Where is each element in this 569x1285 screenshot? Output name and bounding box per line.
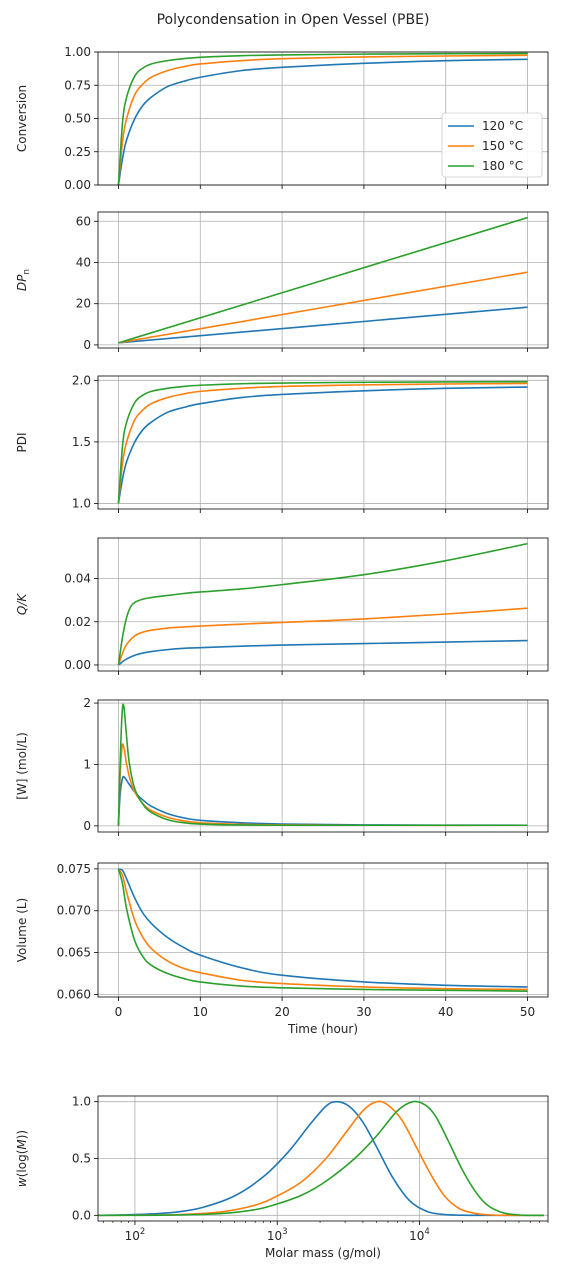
series-line-dpn-1	[118, 271, 528, 344]
series-line-volume-2	[117, 868, 528, 992]
series-line-qk-2	[117, 542, 528, 666]
legend-entry: 150 °C	[482, 139, 523, 153]
y-tick-label: 0.5	[72, 1152, 91, 1166]
x-tick-exponent: 2	[140, 1227, 145, 1237]
y-tick-label: 0.04	[64, 572, 91, 586]
series-line-pdi-0	[117, 386, 528, 504]
y-tick-label: 2	[83, 696, 91, 710]
y-tick-label: 0.50	[64, 112, 91, 126]
y-axis-label-qk: Q/K	[15, 593, 29, 615]
axes-volume: 0.060 0.065 0.070 0.075 0 10 20 30 40 50 Volume (L…	[15, 862, 549, 1036]
y-axis-label-mwd: w(log(M))	[15, 1130, 29, 1187]
y-label-part: M	[15, 1139, 29, 1150]
series-line-conversion-1	[117, 54, 528, 186]
y-axis-label-main: Q/K	[15, 593, 29, 615]
y-tick-label: 0.25	[64, 145, 91, 159]
y-tick-label: 0.02	[64, 615, 91, 629]
series-line-mwd-1	[97, 1100, 545, 1217]
axes-frame	[97, 211, 549, 349]
axes-water: 0 1 2 [W] (mol/L)	[15, 696, 549, 836]
y-label-part: w	[15, 1177, 29, 1187]
y-label-part: ))	[15, 1130, 29, 1139]
y-axis-label-water: [W] (mol/L)	[15, 732, 29, 800]
x-tick-exponent: 4	[424, 1227, 429, 1237]
axes-pdi: 1.0 1.5 2.0 PDI	[15, 373, 549, 513]
figure-title: Polycondensation in Open Vessel (PBE)	[157, 12, 430, 28]
x-tick-label: 0	[115, 1005, 123, 1019]
y-axis-label-conversion: Conversion	[15, 85, 29, 152]
legend-entry: 120 °C	[482, 119, 523, 133]
y-axis-label-subscript: n	[22, 269, 32, 275]
x-tick-label: 30	[356, 1005, 371, 1019]
series-line-pdi-2	[117, 380, 528, 504]
axes-conversion: 0.00 0.25 0.50 0.75 1.00 Conversion 120 °C 150 …	[15, 45, 549, 192]
axes-dpn: 0 20 40 60 DPn	[15, 211, 549, 352]
y-tick-label: 1.5	[72, 435, 91, 449]
series-line-water-2	[117, 703, 528, 827]
x-tick-label: 20	[274, 1005, 289, 1019]
series-line-volume-1	[117, 868, 528, 991]
x-axis-label-mwd: Molar mass (g/mol)	[265, 1246, 381, 1260]
y-axis-label-pdi: PDI	[15, 432, 29, 452]
y-tick-label: 1	[83, 757, 91, 771]
y-axis-label-volume: Volume (L)	[15, 898, 29, 963]
y-tick-label: 0.070	[57, 904, 91, 918]
y-tick-label: 0.75	[64, 78, 91, 92]
y-tick-label: 20	[76, 297, 91, 311]
series-line-conversion-0	[117, 58, 528, 186]
axes-frame	[97, 699, 549, 833]
series-line-volume-0	[118, 868, 528, 988]
y-tick-label: 1.00	[64, 45, 91, 59]
series-line-mwd-0	[97, 1100, 545, 1217]
axes-frame	[97, 537, 549, 672]
legend-entry: 180 °C	[482, 159, 523, 173]
legend-box	[441, 112, 543, 178]
y-tick-label: 0	[83, 338, 91, 352]
series-line-mwd-2	[97, 1100, 545, 1217]
series-line-qk-1	[117, 607, 528, 666]
y-tick-label: 0.00	[64, 178, 91, 192]
y-tick-label: 0.060	[57, 987, 91, 1001]
y-tick-label: 0.0	[72, 1208, 91, 1222]
y-tick-label: 0.00	[64, 658, 91, 672]
series-line-pdi-1	[117, 382, 528, 504]
y-tick-label: 0.065	[57, 946, 91, 960]
axes-frame	[97, 375, 549, 510]
x-tick-label: 10	[193, 1005, 208, 1019]
y-label-part: (log(	[15, 1150, 29, 1178]
y-tick-label: 0	[83, 819, 91, 833]
series-line-dpn-0	[118, 306, 528, 344]
x-tick-label: 40	[438, 1005, 453, 1019]
x-tick-exponent: 3	[282, 1227, 287, 1237]
series-line-conversion-2	[117, 52, 528, 186]
series-line-qk-0	[117, 639, 528, 666]
axes-qk: 0.00 0.02 0.04 Q/K	[15, 537, 549, 675]
y-tick-label: 60	[76, 214, 91, 228]
y-tick-label: 1.0	[72, 1095, 91, 1109]
series-line-dpn-2	[118, 216, 528, 344]
y-tick-label: 1.0	[72, 496, 91, 510]
y-tick-label: 2.0	[72, 373, 91, 387]
y-tick-label: 0.075	[57, 862, 91, 876]
y-axis-label-main: DP	[15, 274, 29, 291]
x-axis-label-volume: Time (hour)	[287, 1022, 358, 1036]
y-tick-label: 40	[76, 255, 91, 269]
x-tick-label: 50	[520, 1005, 535, 1019]
axes-frame	[97, 862, 549, 998]
y-axis-label-dpn: DPn	[15, 269, 32, 291]
